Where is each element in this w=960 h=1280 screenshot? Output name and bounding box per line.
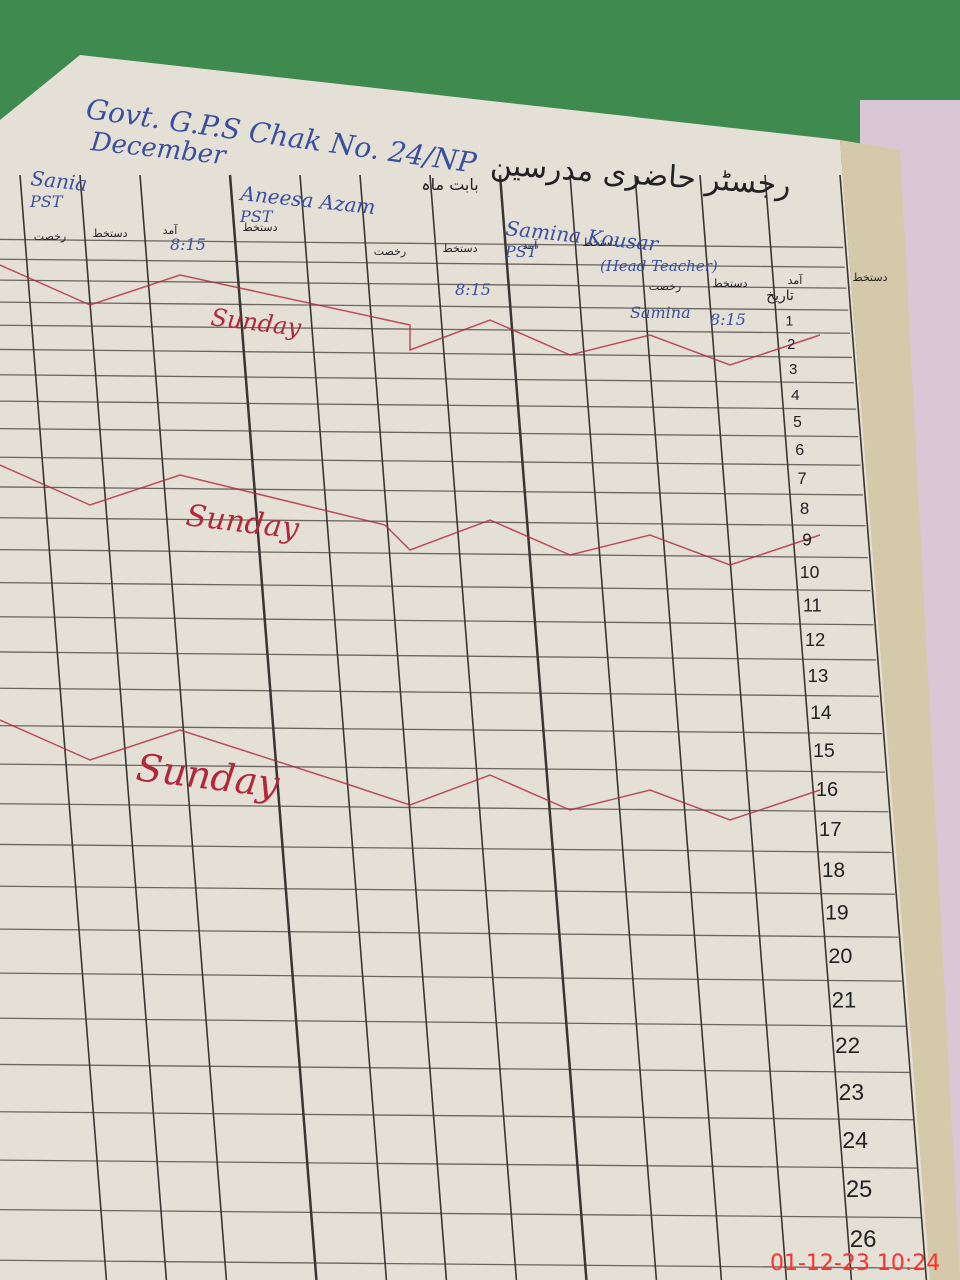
date: 18 xyxy=(822,859,845,882)
date: 3 xyxy=(789,362,797,378)
row-line xyxy=(0,928,899,938)
subcolumn-header: رخصت xyxy=(374,245,406,258)
date: 4 xyxy=(791,387,799,404)
date: 6 xyxy=(795,442,804,459)
teacher-name: Sania xyxy=(29,166,88,196)
strike-zigzag xyxy=(0,264,821,366)
date: 25 xyxy=(846,1177,872,1203)
teacher-post: PST xyxy=(29,192,64,211)
row-line xyxy=(0,1208,921,1219)
row-line xyxy=(0,324,851,334)
teacher-post: PST xyxy=(239,207,274,226)
row-line xyxy=(0,1259,925,1269)
date: 14 xyxy=(810,703,832,724)
row-line xyxy=(0,1111,913,1121)
subcolumn-header: رخصت xyxy=(649,280,681,293)
date-label: تاریخ xyxy=(766,288,794,304)
date: 19 xyxy=(825,902,849,925)
subcolumn-header: دستخط xyxy=(443,242,478,255)
row-line xyxy=(0,486,863,496)
row-line xyxy=(0,279,847,289)
date: 11 xyxy=(803,596,822,616)
row-line xyxy=(0,456,861,466)
subcolumn-header: آمد xyxy=(788,273,804,287)
column-line xyxy=(498,174,588,1280)
row-line xyxy=(0,843,892,854)
column-line xyxy=(228,174,318,1280)
column-line xyxy=(359,174,448,1280)
date: 12 xyxy=(805,629,825,650)
date: 20 xyxy=(828,943,852,968)
date: 10 xyxy=(800,562,820,582)
row-line xyxy=(0,885,895,895)
column-line xyxy=(139,174,228,1280)
date: 17 xyxy=(819,819,842,841)
row-line xyxy=(0,348,852,359)
subcolumn-header: دستخط xyxy=(583,236,618,249)
entry: Samina xyxy=(630,303,691,322)
column-line xyxy=(299,174,388,1280)
row-line xyxy=(0,972,902,982)
row-line xyxy=(0,687,880,697)
date: 2 xyxy=(787,337,795,353)
date: 26 xyxy=(850,1226,877,1253)
date: 16 xyxy=(816,779,838,801)
row-line xyxy=(0,1017,906,1027)
row-line xyxy=(0,400,857,410)
teacher-post: PST xyxy=(504,242,539,261)
row-line xyxy=(0,258,845,268)
row-line xyxy=(0,581,871,592)
row-line xyxy=(0,651,877,661)
date: 21 xyxy=(832,988,856,1013)
date: 1 xyxy=(786,313,794,329)
date: 9 xyxy=(802,530,812,550)
row-line xyxy=(0,301,849,311)
month-label: بابت ماہ xyxy=(421,175,478,194)
row-line xyxy=(0,763,886,773)
teacher-note: (Head Teacher) xyxy=(600,257,718,275)
column-line xyxy=(634,174,723,1280)
subcolumn-header: رخصت xyxy=(34,230,66,243)
page-edge xyxy=(840,140,960,1280)
row-line xyxy=(0,803,889,813)
row-line xyxy=(0,517,866,527)
paper xyxy=(0,55,930,1280)
subcolumn-header: دستخط xyxy=(93,227,128,240)
row-line xyxy=(0,616,874,626)
subcolumn-header: دستخط xyxy=(853,271,888,284)
date: 23 xyxy=(839,1079,864,1105)
column-line xyxy=(764,174,853,1280)
subcolumn-header: دستخط xyxy=(713,277,748,290)
date: 15 xyxy=(813,740,835,762)
column-line xyxy=(79,174,168,1280)
strike-zigzag xyxy=(0,719,821,821)
subcolumn-header: آمد xyxy=(523,238,539,252)
entry: 8:15 xyxy=(455,280,491,299)
strike-zigzag xyxy=(0,464,821,566)
entry: 8:15 xyxy=(710,310,746,329)
row-line xyxy=(0,548,868,559)
entry: 8:15 xyxy=(170,235,206,254)
column-line xyxy=(569,174,658,1280)
row-line xyxy=(0,1063,910,1074)
subcolumn-header: دستخط xyxy=(243,221,278,234)
date: 5 xyxy=(793,414,802,431)
row-line xyxy=(0,238,844,249)
date: 7 xyxy=(798,470,807,488)
grid xyxy=(0,174,928,1280)
row-line xyxy=(0,724,883,735)
row-line xyxy=(0,1159,917,1169)
date: 13 xyxy=(807,665,828,686)
subcolumn-header: آمد xyxy=(163,223,179,237)
column-line xyxy=(839,174,928,1280)
column-line xyxy=(19,174,108,1280)
date: 8 xyxy=(800,499,809,518)
row-line xyxy=(0,427,859,438)
date: 22 xyxy=(835,1033,860,1058)
date: 24 xyxy=(842,1127,868,1153)
row-line xyxy=(0,374,854,384)
column-line xyxy=(429,174,518,1280)
timestamp: 01-12-23 10:24 xyxy=(770,1251,940,1276)
